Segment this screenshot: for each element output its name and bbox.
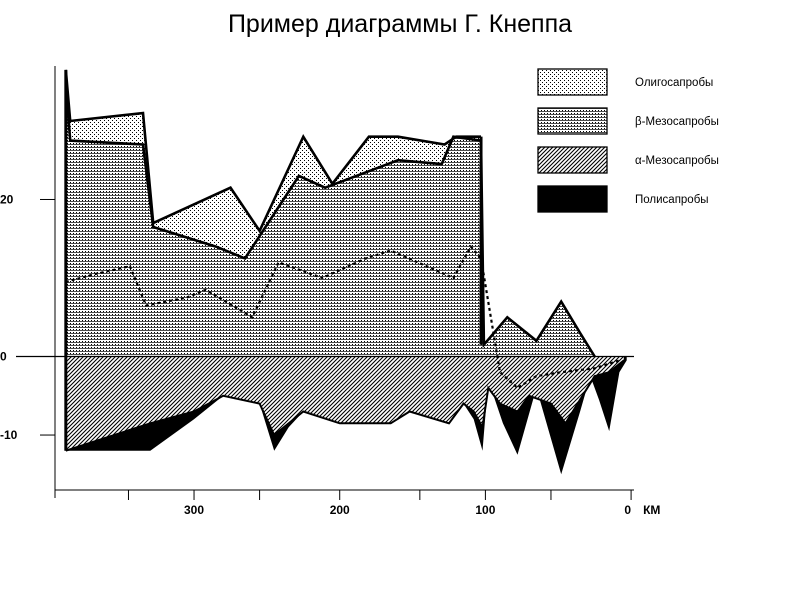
- alpha-mesosaprob-line: [65, 359, 625, 452]
- legend-swatch: [537, 146, 608, 174]
- x-axis-label: КМ: [643, 503, 660, 517]
- legend-swatch: [537, 68, 608, 96]
- alpha-mesosaprob-area: [65, 356, 624, 451]
- legend-label: Полисапробы: [635, 194, 709, 206]
- legend-label: α-Мезосапробы: [635, 155, 719, 167]
- beta-mesosaprob-line: [64, 81, 596, 358]
- x-tick-label: 100: [475, 503, 495, 517]
- data-areas: [64, 69, 627, 475]
- x-tick-label: 200: [330, 503, 350, 517]
- x-tick-label: 0: [624, 503, 631, 517]
- x-tick-label: 300: [184, 503, 204, 517]
- legend-label: Олигосапробы: [635, 77, 713, 89]
- y-tick-label: 0: [0, 350, 7, 364]
- legend-label: β-Мезосапробы: [635, 116, 719, 128]
- legend: Олигосапробы β-Мезосапробы α-Мезосапробы По…: [537, 68, 719, 213]
- legend-swatch: [537, 107, 608, 135]
- y-tick-label: 20: [0, 192, 14, 206]
- beta-midline-dotted: [65, 244, 620, 390]
- oligosaprob-line: [64, 69, 481, 234]
- chart-title: Пример диаграммы Г. Кнеппа: [227, 10, 573, 38]
- beta-mesosaprob-area: [65, 81, 595, 357]
- legend-swatch: [537, 185, 608, 213]
- y-tick-label: -10: [0, 428, 18, 442]
